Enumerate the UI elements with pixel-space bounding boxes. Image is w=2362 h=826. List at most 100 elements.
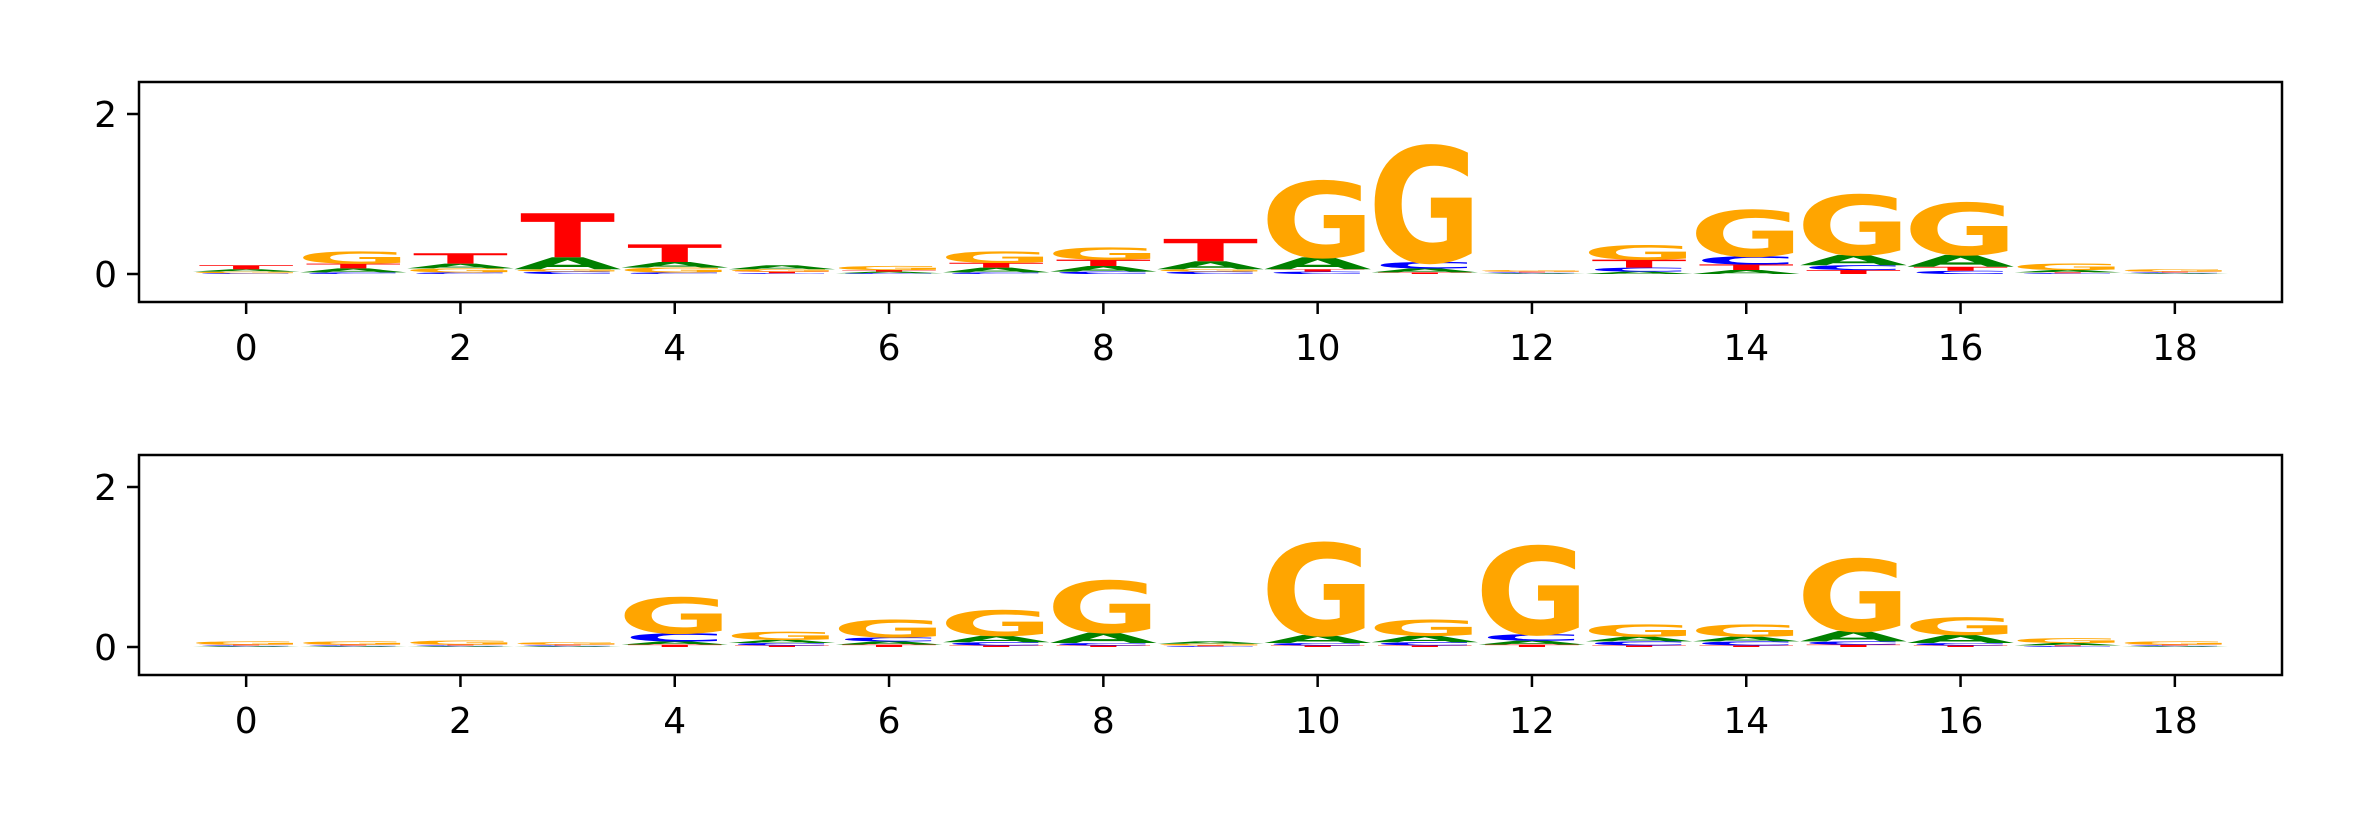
logo-letter-C: C (2017, 273, 2119, 274)
logo-letter-G: G (2011, 637, 2125, 645)
logo-letter-A: A (192, 646, 300, 647)
logo-letter-C: C (1481, 272, 1583, 273)
x-tick-label: 2 (449, 328, 472, 369)
logo-letter-G: G (1903, 613, 2017, 641)
y-tick-label: 0 (94, 255, 117, 296)
logo-letter-G: G (1153, 643, 1267, 646)
logo-letter-G: G (1582, 242, 1696, 265)
logo-letter-T: T (734, 271, 829, 274)
logo-letter-C: C (1588, 640, 1690, 646)
logo-letter-T: T (949, 645, 1044, 648)
logo-letter-A: A (514, 646, 622, 647)
logo-letter-G: G (1046, 567, 1160, 650)
logo-letter-G: G (832, 265, 946, 271)
logo-letter-A: A (1692, 269, 1800, 275)
logo-letter-T: T (1699, 263, 1794, 272)
logo-letter-G: G (1475, 270, 1589, 273)
logo-letter-G: G (2118, 269, 2232, 273)
logo-letter-T: T (1484, 271, 1579, 272)
logo-letter-C: C (1588, 267, 1690, 273)
logo-letter-A: A (1264, 254, 1372, 273)
logo-letter-T: T (627, 240, 722, 268)
logo-letter-T: T (842, 644, 937, 648)
logo-letters: ACTGACTGACTGACTGTACGTCAGTACGTCAGTCAGCTGA… (189, 519, 2232, 665)
logo-letter-T: T (2020, 645, 2115, 646)
y-tick-label: 2 (94, 468, 117, 509)
logo-letter-G: G (1475, 522, 1589, 663)
logo-letter-G: G (1796, 540, 1910, 654)
logo-letter-T: T (520, 644, 615, 645)
logo-letter-A: A (728, 264, 836, 270)
logo-letter-C: C (838, 273, 940, 274)
logo-letter-A: A (1800, 628, 1908, 645)
x-tick-label: 12 (1509, 328, 1555, 369)
logo-letter-T: T (199, 264, 294, 270)
logo-letter-G: G (1261, 519, 1375, 665)
logo-letter-G: G (296, 641, 410, 646)
x-tick-label: 6 (878, 328, 901, 369)
logo-letter-G: G (1689, 198, 1803, 272)
logo-letter-G: G (618, 588, 732, 646)
logo-letter-G: G (403, 640, 517, 646)
logo-letter-G: G (1689, 622, 1803, 641)
logo-letter-A: A (514, 254, 622, 273)
logo-letter-G: G (403, 267, 517, 273)
logo-letter-A: A (1371, 267, 1479, 273)
logo-letter-C: C (1374, 641, 1476, 646)
logo-letter-G: G (2011, 262, 2125, 272)
logo-letter-T: T (1163, 233, 1258, 269)
logo-letter-T: T (1806, 269, 1901, 275)
logo-letter-C: C (2017, 646, 2119, 647)
x-tick-label: 18 (2152, 701, 2198, 742)
logo-panel-bottom: ACTGACTGACTGACTGTACGTCAGTACGTCAGTCAGCTGA… (94, 453, 2284, 742)
logo-letter-T: T (199, 644, 294, 645)
logo-letter-A: A (1478, 640, 1586, 646)
logo-letter-C: C (1909, 642, 2011, 646)
logo-letter-A: A (1264, 633, 1372, 646)
logo-letter-C: C (1267, 642, 1369, 646)
logo-letter-T: T (413, 644, 508, 645)
logo-letter-C: C (517, 645, 619, 646)
logo-letter-C: C (1159, 271, 1261, 275)
x-tick-label: 16 (1938, 328, 1984, 369)
logo-letter-C: C (1267, 271, 1369, 275)
x-tick-label: 14 (1723, 701, 1769, 742)
logo-letter-A: A (835, 271, 943, 274)
logo-letter-G: G (189, 271, 303, 274)
logo-letter-C: C (2124, 645, 2226, 646)
logo-letter-A: A (835, 641, 943, 646)
logo-letter-C: C (945, 272, 1047, 275)
logo-letter-T: T (1592, 645, 1687, 648)
logo-letter-C: C (517, 271, 619, 275)
logo-letter-T: T (1270, 645, 1365, 648)
x-tick-label: 10 (1295, 701, 1341, 742)
logo-letter-T: T (1913, 266, 2008, 272)
logo-letter-C: C (1052, 642, 1154, 646)
x-tick-label: 4 (663, 701, 686, 742)
logo-letter-A: A (407, 646, 515, 647)
x-tick-label: 10 (1295, 328, 1341, 369)
logo-letter-A: A (407, 262, 515, 270)
logo-letter-A: A (2014, 642, 2122, 646)
y-tick-label: 0 (94, 628, 117, 669)
logo-letter-G: G (618, 266, 732, 274)
axes-frame (137, 453, 2284, 677)
logo-letter-A: A (1157, 259, 1265, 272)
x-tick-label: 8 (1092, 701, 1115, 742)
logo-letter-A: A (2014, 269, 2122, 273)
x-tick-label: 16 (1938, 701, 1984, 742)
logo-letter-T: T (1699, 645, 1794, 648)
x-tick-label: 8 (1092, 328, 1115, 369)
x-tick-label: 0 (235, 328, 258, 369)
logo-letter-G: G (1368, 115, 1482, 300)
logo-letter-T: T (520, 202, 615, 272)
x-tick-label: 4 (663, 328, 686, 369)
logo-letter-T: T (627, 644, 722, 648)
y-tick-label: 2 (94, 95, 117, 136)
logo-letter-T: T (1913, 645, 2008, 648)
logo-letter-C: C (731, 642, 833, 646)
logo-letter-C: C (302, 272, 404, 275)
logo-letter-A: A (1907, 252, 2015, 271)
x-tick-label: 0 (235, 701, 258, 742)
